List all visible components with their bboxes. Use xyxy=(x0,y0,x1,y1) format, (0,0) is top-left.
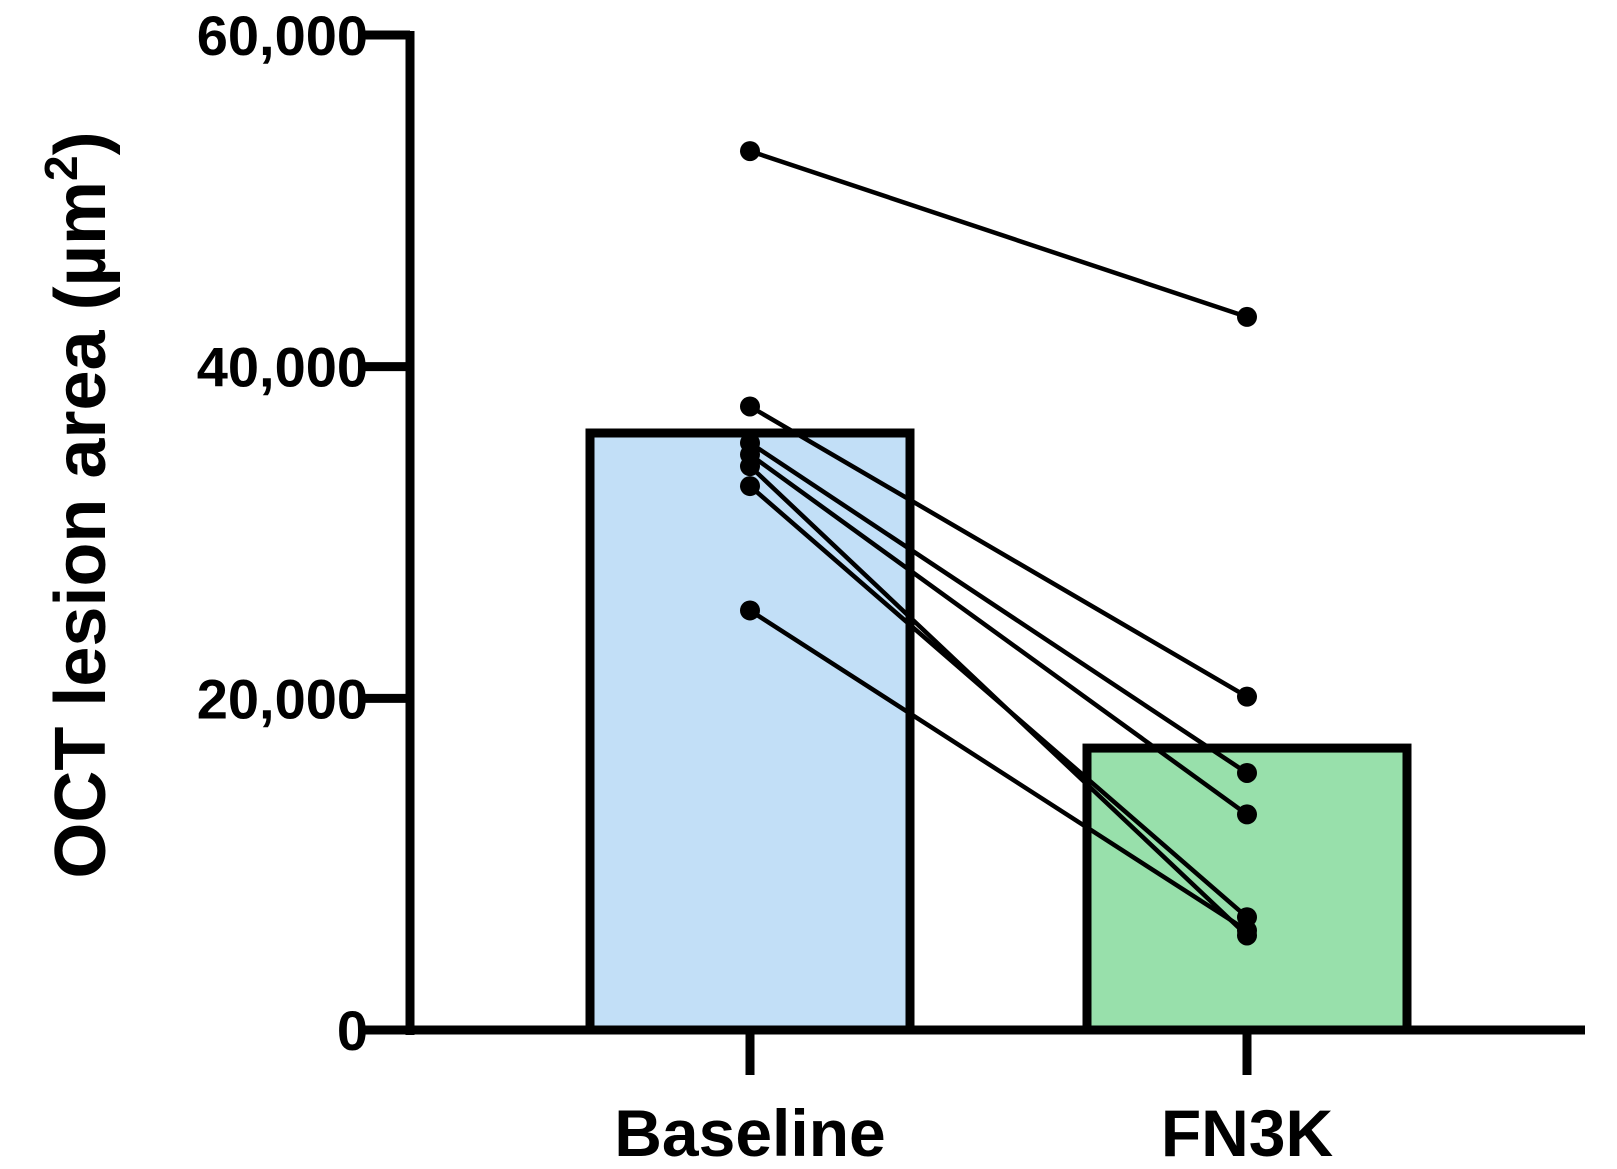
point-baseline-5 xyxy=(740,476,760,497)
chart-marks: 0 20,000 40,000 60,000 Baseline FN3K xyxy=(197,4,1585,1169)
point-fn3k-4 xyxy=(1237,804,1257,825)
pair-line-4 xyxy=(748,452,1249,817)
point-baseline-1 xyxy=(740,141,760,162)
pair-line-2 xyxy=(748,404,1249,699)
point-baseline-6 xyxy=(740,456,760,477)
y-axis-title-close: ) xyxy=(41,131,121,155)
pair-line-3 xyxy=(748,441,1249,775)
x-tick-label-fn3k: FN3K xyxy=(1161,1096,1334,1169)
y-tick-label-0: 0 xyxy=(337,999,368,1062)
point-fn3k-1 xyxy=(1237,306,1257,327)
y-axis-title-superscript: 2 xyxy=(35,155,87,181)
pair-line-7 xyxy=(748,608,1249,933)
y-tick-label-20000: 20,000 xyxy=(197,667,368,730)
point-baseline-7 xyxy=(740,600,760,621)
pair-line-1 xyxy=(749,148,1248,320)
y-axis-title-text: OCT lesion area (µm xyxy=(41,181,121,879)
point-fn3k-7 xyxy=(1237,920,1257,941)
point-fn3k-2 xyxy=(1237,686,1257,707)
y-tick-label-60000: 60,000 xyxy=(197,4,368,67)
y-axis-title: OCT lesion area (µm2) xyxy=(35,131,121,878)
y-tick-label-40000: 40,000 xyxy=(197,336,368,399)
bar-baseline xyxy=(585,428,915,1035)
bar-fn3k xyxy=(1082,743,1412,1035)
x-tick-label-baseline: Baseline xyxy=(614,1096,885,1169)
point-fn3k-3 xyxy=(1237,762,1257,783)
pair-line-6 xyxy=(748,464,1249,938)
point-baseline-2 xyxy=(740,396,760,417)
